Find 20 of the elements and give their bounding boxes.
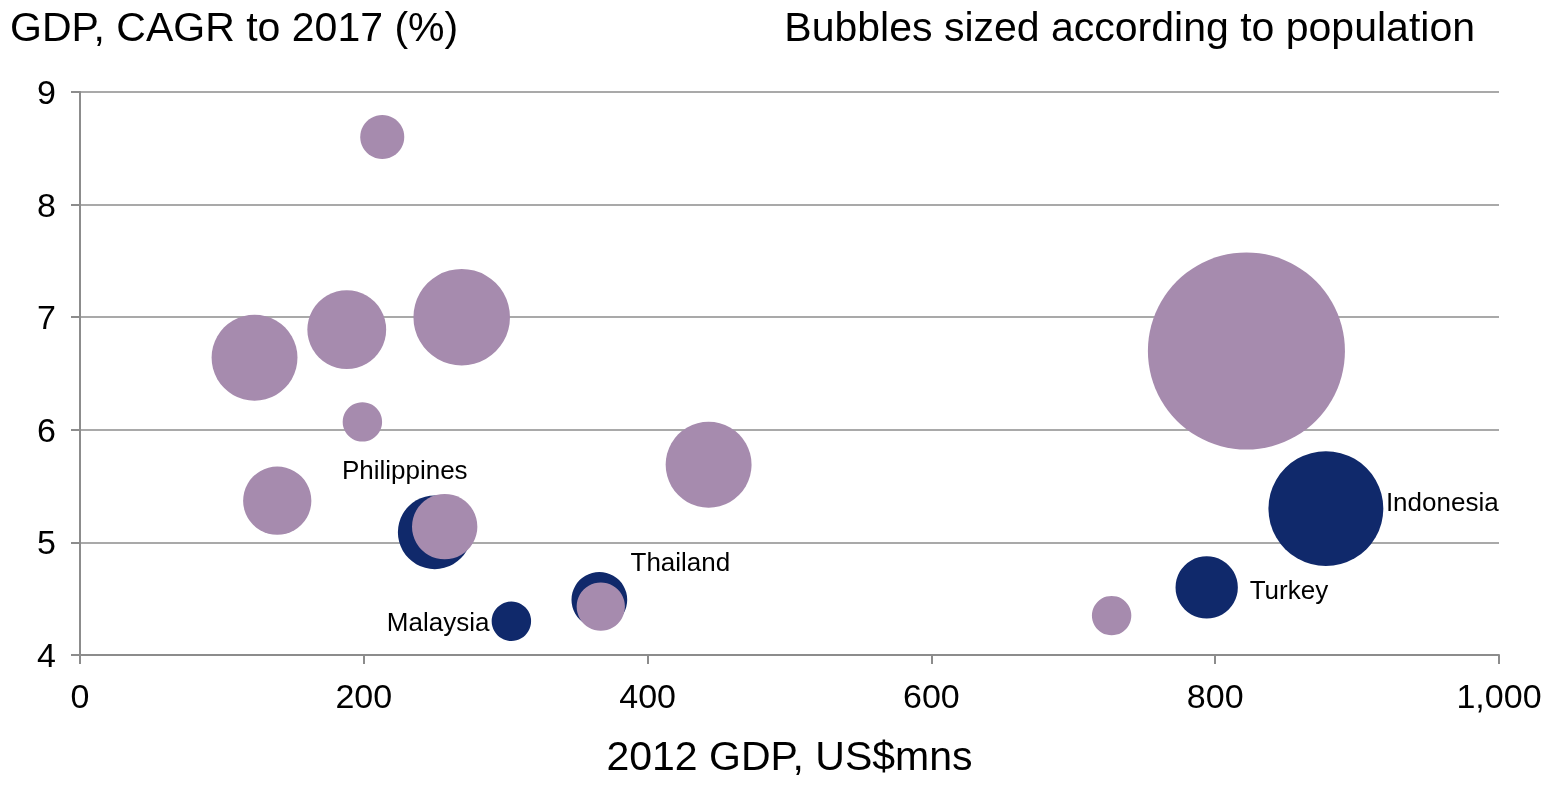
annotation: Turkey (1249, 575, 1329, 606)
annotation: Indonesia (1385, 486, 1500, 517)
y-tick-label: 6 (37, 410, 56, 449)
x-tick-label: 800 (1186, 677, 1244, 715)
y-tick-label: 5 (37, 523, 56, 562)
x-tick-label: 0 (70, 677, 90, 715)
text: Bubbles sized according to population (784, 3, 1475, 50)
annotation: Thailand (630, 546, 731, 577)
x-axis-title: 2012 GDP, US$mns (606, 732, 973, 779)
y-tick-label: 7 (37, 298, 56, 337)
x-tick-label: 200 (335, 677, 393, 715)
y-tick-label: 9 (37, 73, 56, 111)
y-tick-label: 8 (37, 185, 56, 224)
annotation: Malaysia (386, 607, 490, 638)
x-tick-label: 400 (619, 677, 676, 715)
annotation: Philippines (341, 455, 468, 486)
y-tick-label: 4 (37, 636, 56, 674)
y-axis-title: GDP, CAGR to 2017 (%) (10, 3, 459, 50)
x-tick-label: 1,000 (1456, 677, 1542, 715)
x-tick-label: 600 (903, 677, 960, 715)
